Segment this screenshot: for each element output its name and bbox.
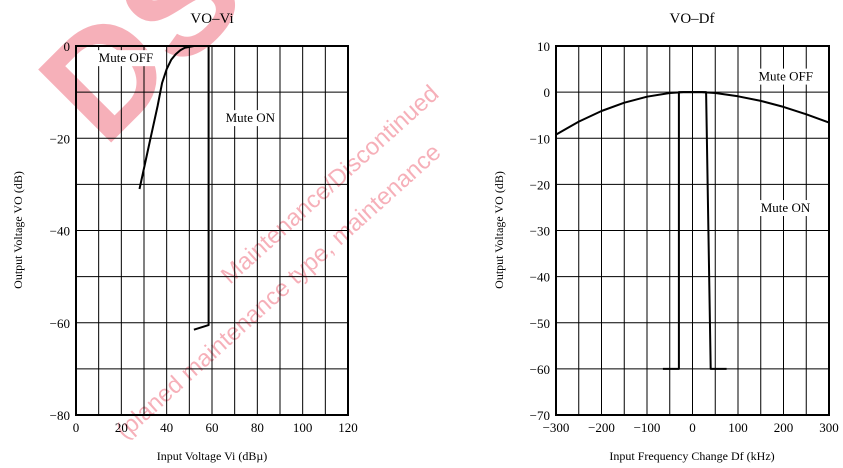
y-tick-label: −20 <box>50 131 70 146</box>
annotation-label: Mute OFF <box>758 69 813 84</box>
y-tick-label: 10 <box>537 39 550 54</box>
y-tick-label: −70 <box>530 408 550 423</box>
y-tick-label: −40 <box>50 224 70 239</box>
x-axis-label: Input Voltage Vi (dBµ) <box>157 449 268 463</box>
x-tick-label: −200 <box>588 420 615 435</box>
x-tick-label: −100 <box>634 420 661 435</box>
x-tick-label: 120 <box>338 420 358 435</box>
annotations: Mute OFF Mute ON <box>755 68 818 217</box>
y-tick-label: −80 <box>50 408 70 423</box>
plot-frame <box>555 45 830 416</box>
x-tick-label: 100 <box>293 420 313 435</box>
x-tick-label: 60 <box>206 420 219 435</box>
x-axis-label: Input Frequency Change Df (kHz) <box>609 449 774 463</box>
y-tick-label: −20 <box>530 177 550 192</box>
y-tick-label: −60 <box>50 316 70 331</box>
y-tick-label: 0 <box>544 85 551 100</box>
tick-labels: −300 −200 −100 0 100 200 300100−10−20−30−40−50… <box>530 39 839 435</box>
x-tick-label: −300 <box>543 420 570 435</box>
gridlines <box>75 45 349 416</box>
y-tick-label: −60 <box>530 362 550 377</box>
annotation-label: Mute ON <box>761 200 811 215</box>
annotation-label: Mute OFF <box>99 50 154 65</box>
watermark-big-text: DS <box>8 0 274 172</box>
annotation-bg <box>95 50 158 67</box>
y-axis-label: Output Voltage VO (dB) <box>492 171 506 289</box>
annotation-label: Mute ON <box>226 110 276 125</box>
plot-frame <box>75 45 349 416</box>
annotation-bg <box>757 200 813 217</box>
y-tick-label: −40 <box>530 270 550 285</box>
series-line-mute-on <box>662 91 727 370</box>
annotation-bg <box>222 110 278 127</box>
annotation-bg <box>755 68 818 85</box>
tick-labels: 0 20 40 60 80 100 120 0 −20 −40 −60 −80 <box>50 39 358 435</box>
chart-title: VO–Df <box>670 11 715 27</box>
annotations: Mute OFF Mute ON <box>95 50 278 127</box>
gridlines <box>555 45 830 416</box>
x-tick-label: 0 <box>689 420 696 435</box>
x-tick-label: 300 <box>819 420 839 435</box>
x-tick-label: 100 <box>728 420 748 435</box>
chart-title: VO–Vi <box>190 11 233 27</box>
watermark: DS Maintenance/Discontinued (planed main… <box>8 0 446 444</box>
x-tick-label: 80 <box>251 420 264 435</box>
y-tick-label: −10 <box>530 131 550 146</box>
chart-vo-df: −300 −200 −100 0 100 200 300100−10−20−30−40−50… <box>492 11 839 463</box>
y-axis-label: Output Voltage VO (dB) <box>11 171 25 289</box>
x-tick-label: 0 <box>73 420 80 435</box>
x-tick-label: 20 <box>115 420 128 435</box>
y-tick-label: −30 <box>530 224 550 239</box>
x-tick-label: 200 <box>774 420 794 435</box>
y-tick-label: 0 <box>64 39 71 54</box>
y-tick-label: −50 <box>530 316 550 331</box>
series-lines <box>555 91 830 370</box>
x-tick-label: 40 <box>160 420 173 435</box>
